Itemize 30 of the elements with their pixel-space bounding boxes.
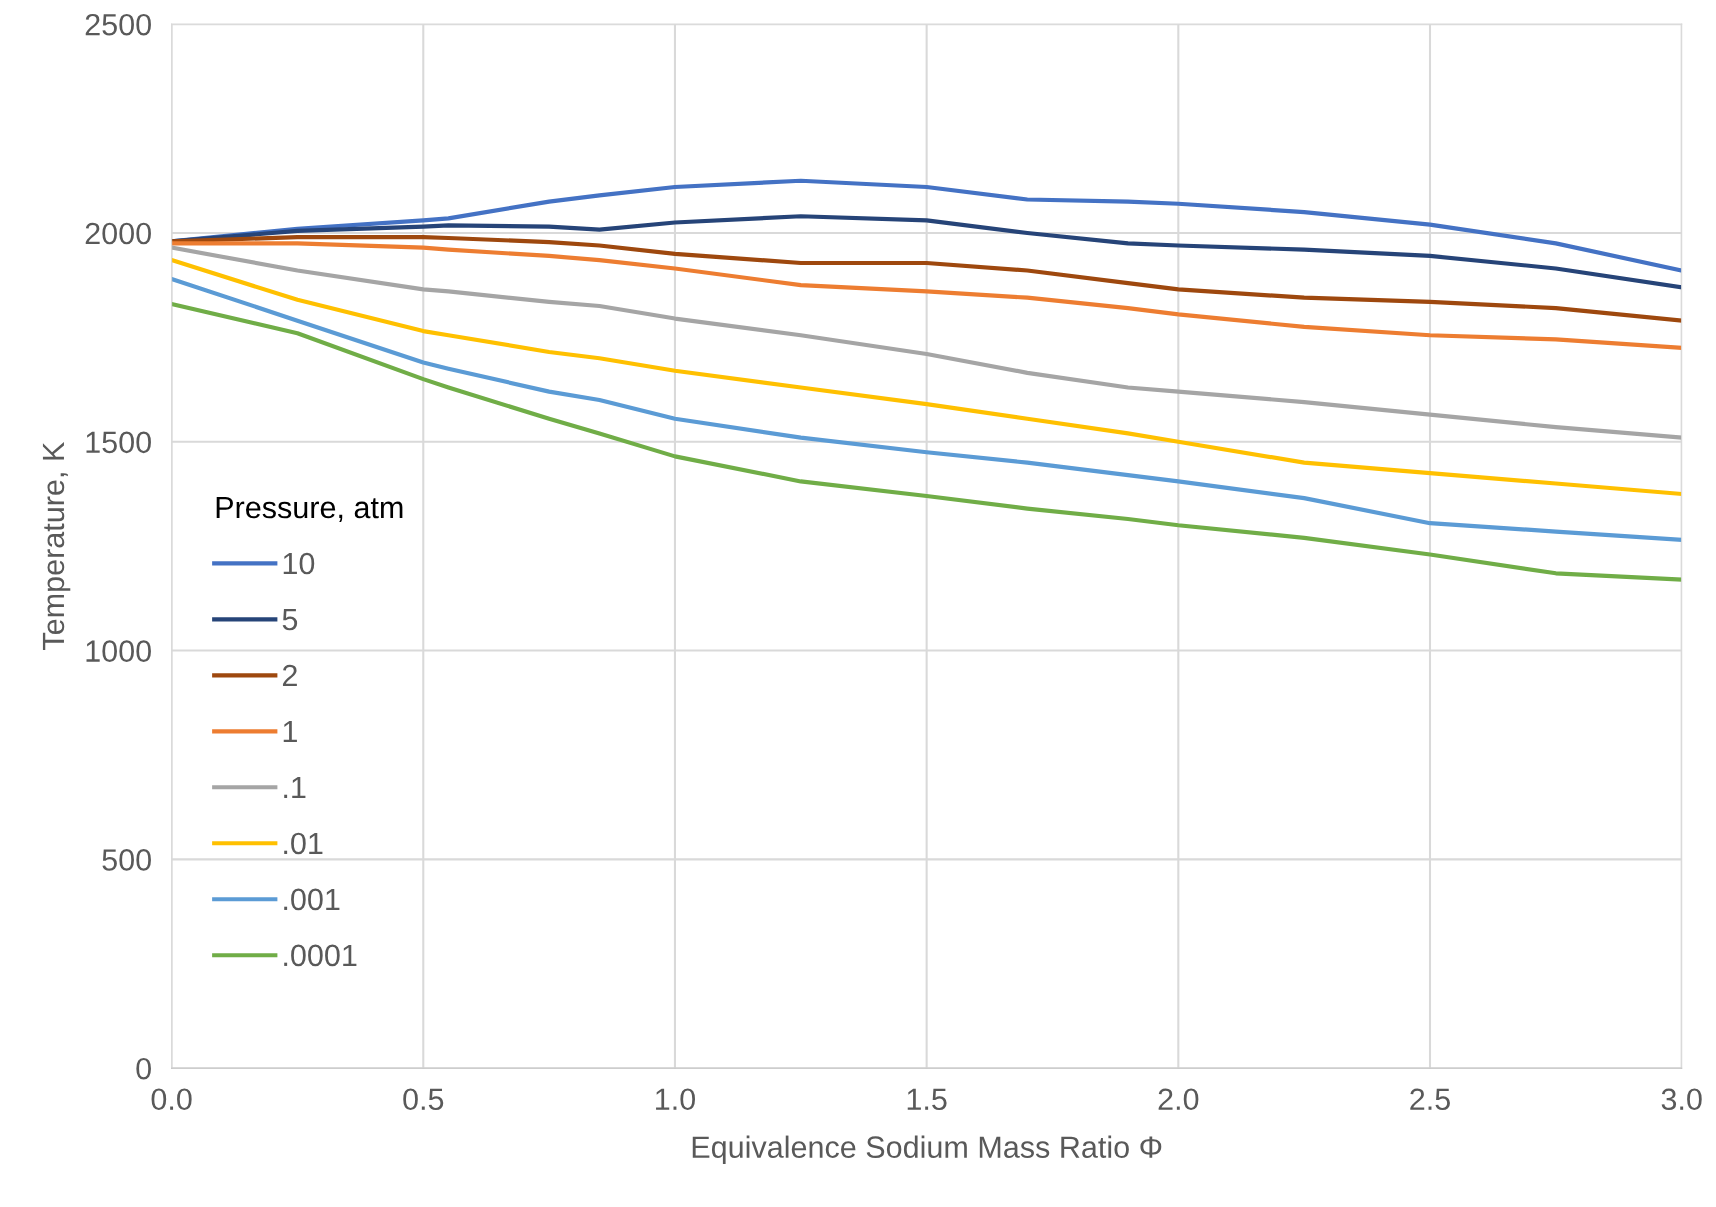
legend-title: Pressure, atm [216, 497, 403, 522]
x-tick-label: 2.5 [1410, 1088, 1450, 1111]
line-series [171, 245, 1682, 440]
x-tick-label: 1.5 [907, 1088, 947, 1111]
x-tick-label: 2.0 [1158, 1088, 1199, 1111]
x-tick-label: 1.0 [656, 1088, 695, 1111]
line-series [171, 276, 1682, 542]
legend-label: 5 [282, 609, 298, 631]
y-tick-label: 2500 [85, 13, 151, 36]
line-series [171, 241, 1682, 350]
x-tick-label: 3.0 [1661, 1088, 1702, 1111]
legend-label: .01 [284, 832, 323, 855]
legend-label: 10 [283, 552, 315, 575]
x-tick-label: 0.5 [403, 1088, 444, 1111]
legend-label: .001 [284, 888, 340, 911]
x-axis-title: Equivalence Sodium Mass Ratio Φ [692, 1135, 1162, 1165]
y-tick-label: 0 [136, 1057, 151, 1080]
line-series [171, 258, 1682, 497]
legend-label: .0001 [284, 944, 357, 967]
legend-label: 2 [282, 664, 297, 687]
y-tick-label: 1000 [86, 640, 151, 662]
line-series [171, 301, 1682, 582]
line-series [171, 235, 1682, 323]
y-tick-label: 500 [102, 849, 151, 871]
x-tick-label: 0.0 [151, 1088, 192, 1111]
y-tick-label: 2000 [85, 222, 151, 245]
legend-label: 1 [283, 720, 297, 742]
y-axis-title: Temperature, K [42, 442, 71, 650]
y-tick-label: 1500 [86, 431, 151, 454]
legend-label: .1 [284, 776, 306, 798]
